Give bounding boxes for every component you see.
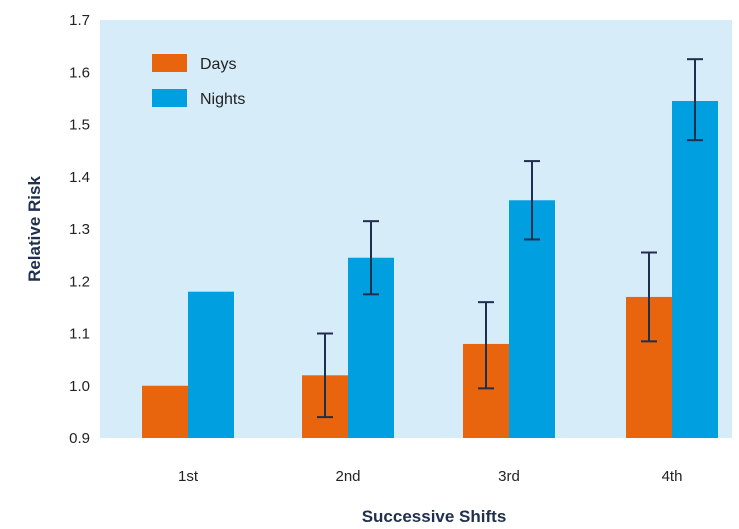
x-tick-label: 1st bbox=[178, 468, 199, 485]
bar-days-1st bbox=[142, 386, 188, 438]
legend-swatch bbox=[152, 54, 187, 72]
y-tick-label: 1.1 bbox=[69, 326, 90, 343]
y-axis-title: Relative Risk bbox=[25, 176, 44, 282]
y-tick-label: 1.5 bbox=[69, 117, 90, 134]
x-axis-title: Successive Shifts bbox=[362, 507, 507, 526]
y-tick-label: 1.2 bbox=[69, 273, 90, 290]
bar-nights-1st bbox=[188, 292, 234, 438]
y-tick-label: 1.6 bbox=[69, 64, 90, 81]
x-axis: 1st 2nd 3rd 4th bbox=[178, 468, 682, 485]
y-tick-label: 0.9 bbox=[69, 430, 90, 447]
x-tick-label: 4th bbox=[662, 468, 683, 485]
legend-label: Nights bbox=[200, 91, 245, 108]
x-tick-label: 2nd bbox=[335, 468, 360, 485]
x-tick-label: 3rd bbox=[498, 468, 520, 485]
bar-nights-4th bbox=[672, 101, 718, 438]
y-tick-label: 1.4 bbox=[69, 169, 90, 186]
legend-swatch bbox=[152, 89, 187, 107]
y-axis: 0.9 1.0 1.1 1.2 1.3 1.4 1.5 1.6 1.7 bbox=[69, 12, 90, 447]
y-tick-label: 1.7 bbox=[69, 12, 90, 29]
y-tick-label: 1.0 bbox=[69, 378, 90, 395]
y-tick-label: 1.3 bbox=[69, 221, 90, 238]
legend-label: Days bbox=[200, 56, 236, 73]
